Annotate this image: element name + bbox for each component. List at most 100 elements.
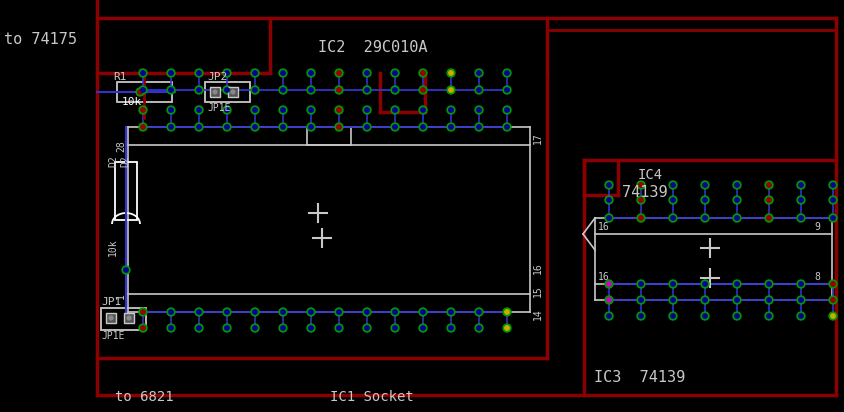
- Circle shape: [421, 88, 425, 92]
- Circle shape: [735, 198, 739, 202]
- Text: JP1: JP1: [101, 297, 122, 307]
- Circle shape: [671, 282, 675, 286]
- Circle shape: [281, 326, 285, 330]
- Circle shape: [733, 280, 741, 288]
- Circle shape: [830, 216, 836, 220]
- Circle shape: [251, 106, 259, 114]
- Circle shape: [141, 310, 145, 314]
- Circle shape: [391, 308, 399, 316]
- Circle shape: [637, 196, 645, 204]
- Circle shape: [307, 86, 315, 94]
- Circle shape: [251, 86, 259, 94]
- Circle shape: [167, 308, 175, 316]
- Circle shape: [767, 282, 771, 286]
- Circle shape: [475, 86, 483, 94]
- Circle shape: [195, 86, 203, 94]
- Circle shape: [798, 198, 803, 202]
- Bar: [101, 308, 146, 330]
- Circle shape: [392, 108, 398, 112]
- Circle shape: [639, 314, 643, 318]
- Circle shape: [830, 298, 836, 302]
- Circle shape: [767, 198, 771, 202]
- Circle shape: [197, 71, 201, 75]
- Circle shape: [141, 326, 145, 330]
- Circle shape: [363, 69, 371, 77]
- Circle shape: [335, 308, 343, 316]
- Circle shape: [701, 214, 709, 222]
- Circle shape: [669, 196, 677, 204]
- Text: to 6821: to 6821: [115, 390, 174, 404]
- Circle shape: [197, 88, 201, 92]
- Circle shape: [830, 314, 836, 318]
- Circle shape: [797, 312, 805, 320]
- Circle shape: [337, 125, 341, 129]
- Circle shape: [169, 125, 173, 129]
- Circle shape: [829, 312, 837, 320]
- Circle shape: [335, 69, 343, 77]
- Circle shape: [449, 125, 453, 129]
- Circle shape: [765, 196, 773, 204]
- Circle shape: [419, 324, 427, 332]
- Circle shape: [335, 106, 343, 114]
- Text: 16: 16: [598, 222, 609, 232]
- Circle shape: [449, 71, 453, 75]
- Circle shape: [421, 108, 425, 112]
- Circle shape: [365, 310, 369, 314]
- Circle shape: [419, 308, 427, 316]
- Circle shape: [449, 108, 453, 112]
- Circle shape: [141, 125, 145, 129]
- Circle shape: [669, 312, 677, 320]
- Circle shape: [253, 108, 257, 112]
- Circle shape: [126, 314, 133, 321]
- Circle shape: [309, 88, 313, 92]
- Circle shape: [475, 308, 483, 316]
- Circle shape: [671, 314, 675, 318]
- Circle shape: [365, 108, 369, 112]
- Circle shape: [477, 310, 481, 314]
- Circle shape: [230, 89, 236, 96]
- Circle shape: [365, 71, 369, 75]
- Circle shape: [703, 216, 707, 220]
- Circle shape: [231, 90, 235, 94]
- Circle shape: [669, 296, 677, 304]
- Circle shape: [337, 108, 341, 112]
- Circle shape: [139, 69, 147, 77]
- Circle shape: [733, 196, 741, 204]
- Circle shape: [605, 280, 613, 288]
- Circle shape: [505, 310, 509, 314]
- Circle shape: [337, 88, 341, 92]
- Circle shape: [605, 196, 613, 204]
- Circle shape: [392, 71, 398, 75]
- Circle shape: [798, 183, 803, 187]
- Circle shape: [639, 298, 643, 302]
- Circle shape: [701, 296, 709, 304]
- Circle shape: [197, 310, 201, 314]
- Circle shape: [309, 326, 313, 330]
- Circle shape: [212, 89, 219, 96]
- Circle shape: [607, 314, 611, 318]
- Circle shape: [169, 310, 173, 314]
- Circle shape: [475, 123, 483, 131]
- Circle shape: [309, 125, 313, 129]
- Circle shape: [449, 310, 453, 314]
- Text: 1: 1: [116, 293, 126, 299]
- Circle shape: [637, 312, 645, 320]
- Circle shape: [607, 298, 611, 302]
- Circle shape: [195, 324, 203, 332]
- Circle shape: [139, 106, 147, 114]
- Circle shape: [253, 71, 257, 75]
- Circle shape: [253, 88, 257, 92]
- Circle shape: [419, 123, 427, 131]
- Circle shape: [419, 106, 427, 114]
- Circle shape: [477, 71, 481, 75]
- Circle shape: [767, 314, 771, 318]
- Circle shape: [503, 69, 511, 77]
- Text: JP2: JP2: [207, 72, 227, 82]
- Circle shape: [765, 296, 773, 304]
- Circle shape: [251, 123, 259, 131]
- Circle shape: [671, 198, 675, 202]
- Circle shape: [363, 123, 371, 131]
- Circle shape: [365, 326, 369, 330]
- Circle shape: [505, 71, 509, 75]
- Text: R1: R1: [113, 72, 127, 82]
